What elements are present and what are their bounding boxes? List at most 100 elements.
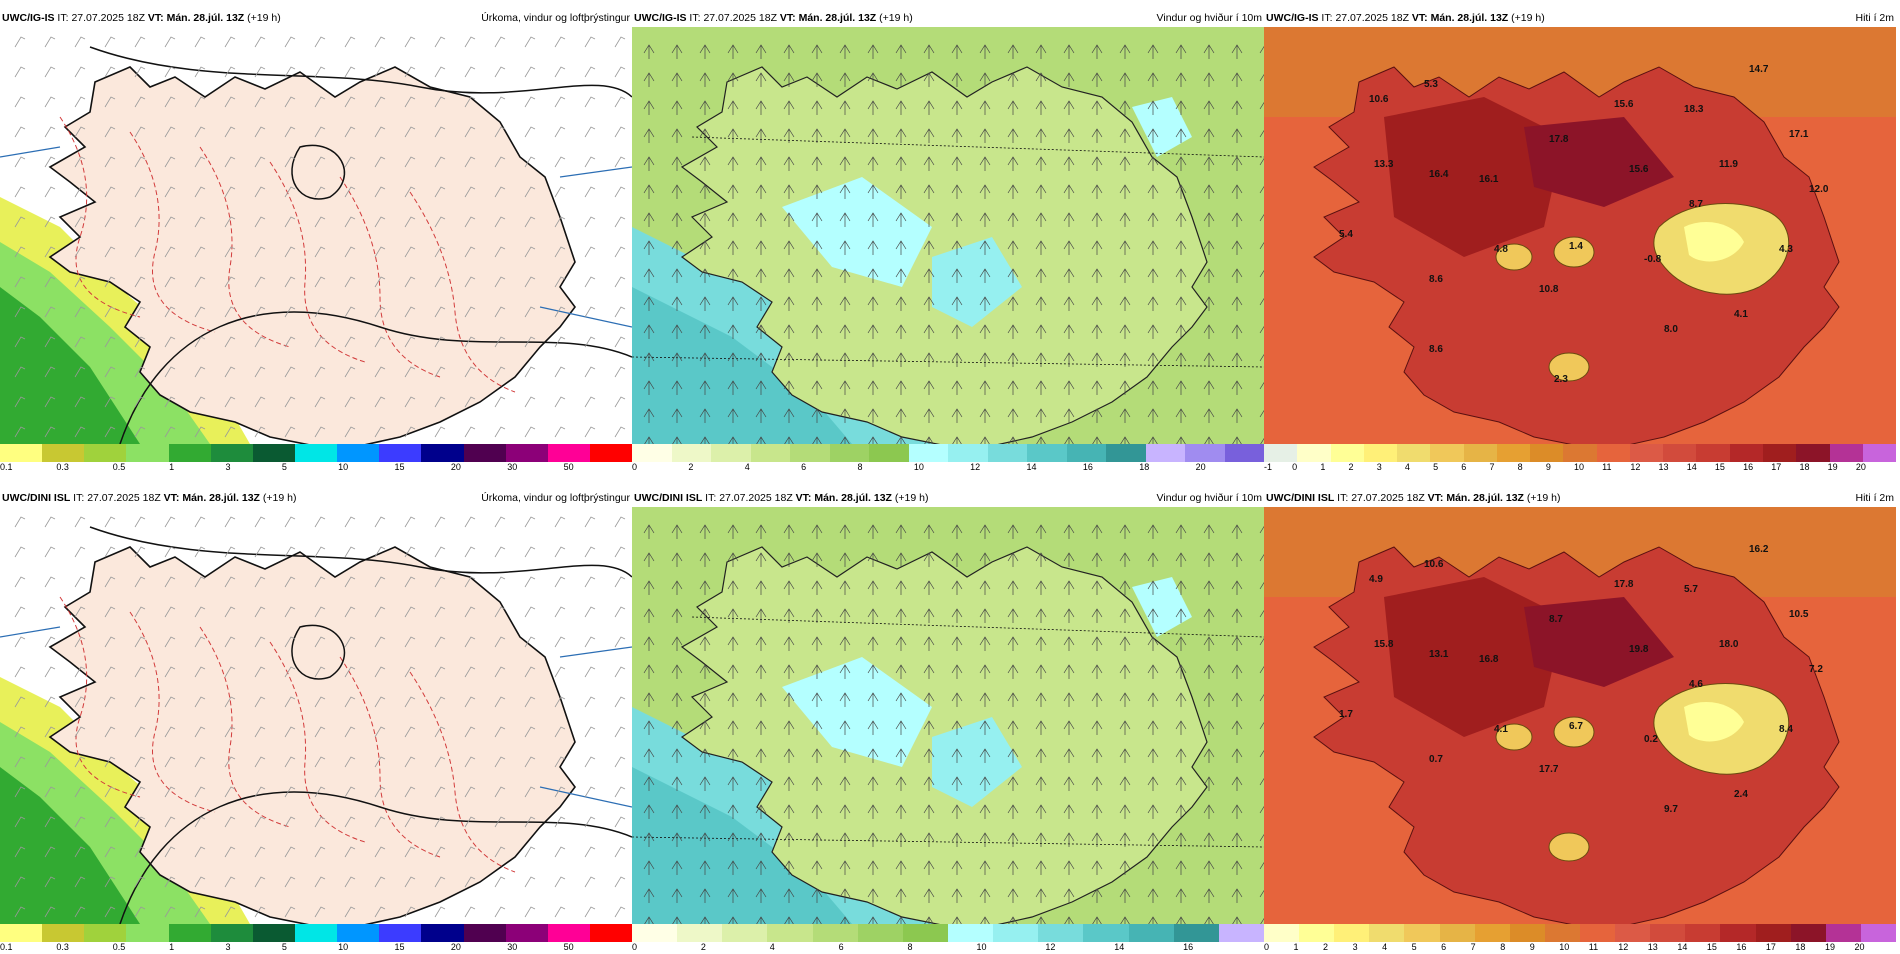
vt-label: VT:	[1411, 12, 1428, 24]
map-canvas: 10.65.313.316.4 16.117.815.6 18.314.715.6 1…	[1264, 27, 1896, 444]
wind-arrow	[1064, 436, 1074, 444]
wind-arrow	[839, 552, 851, 567]
wind-barb	[14, 576, 26, 588]
wind-barb	[494, 906, 506, 918]
wind-arrow	[840, 436, 850, 444]
wind-arrow	[1259, 889, 1264, 898]
wind-arrow	[727, 636, 739, 651]
wind-arrow	[699, 776, 711, 791]
wind-barb	[464, 276, 476, 288]
wind-arrow	[1232, 436, 1242, 444]
wind-arrow	[952, 916, 962, 924]
wind-barb	[134, 126, 146, 138]
wind-barb	[374, 516, 386, 528]
wind-arrow	[811, 720, 823, 735]
wind-arrow	[1203, 128, 1215, 143]
wind-arrow	[895, 296, 907, 311]
wind-barb	[74, 246, 86, 258]
wind-arrow	[671, 212, 683, 227]
wind-arrow	[699, 184, 711, 199]
temp-value-label: 17.8	[1549, 134, 1569, 145]
wind-barb	[464, 756, 476, 768]
wind-barb	[74, 336, 86, 348]
wind-barb	[434, 156, 446, 168]
wind-barb	[194, 786, 206, 798]
temp-value-label: 4.1	[1734, 309, 1748, 320]
wind-arrow	[923, 804, 935, 819]
map-wind	[632, 27, 1264, 444]
wind-barb	[464, 126, 476, 138]
wind-arrow	[1007, 184, 1019, 199]
wind-arrow	[727, 552, 739, 567]
wind-arrow	[923, 860, 935, 875]
wind-arrow	[1007, 664, 1019, 679]
vt-value: Mán. 28.júl. 13Z	[1430, 12, 1509, 24]
wind-arrow	[811, 324, 823, 339]
wind-barb	[524, 876, 536, 888]
wind-barb	[194, 276, 206, 288]
wind-barb	[374, 366, 386, 378]
wind-arrow	[979, 296, 991, 311]
wind-barb	[164, 576, 176, 588]
wind-barb	[254, 516, 266, 528]
isobar	[119, 791, 632, 924]
wind-barb	[14, 216, 26, 228]
wind-barb	[404, 66, 416, 78]
warm-core	[1524, 117, 1674, 207]
wind-barb	[164, 666, 176, 678]
wind-barb	[14, 876, 26, 888]
wind-barb	[44, 306, 56, 318]
wind-arrow	[1259, 101, 1264, 110]
wind-arrow	[1035, 636, 1047, 651]
wind-arrow	[1147, 156, 1159, 171]
wind-barb	[14, 276, 26, 288]
wind-arrow	[699, 804, 711, 819]
wind-barb	[284, 366, 296, 378]
wind-arrow	[1007, 776, 1019, 791]
wind-arrow	[1091, 184, 1103, 199]
wind-barb	[44, 846, 56, 858]
wind-barb	[224, 396, 236, 408]
colorbar-tick-label: 17	[1765, 942, 1776, 952]
wind-barb	[194, 426, 206, 438]
wind-arrow	[1063, 296, 1075, 311]
wind-arrow	[755, 212, 767, 227]
map-precip	[0, 507, 632, 924]
wind-arrow	[755, 184, 767, 199]
wind-gust-patch	[1132, 577, 1192, 637]
wind-arrow	[783, 72, 795, 87]
wind-arrow	[671, 804, 683, 819]
wind-barb	[284, 216, 296, 228]
wind-barb	[374, 426, 386, 438]
wind-arrow	[1175, 860, 1187, 875]
wind-barb	[434, 36, 446, 48]
wind-arrow	[811, 296, 823, 311]
wind-barb	[254, 846, 266, 858]
wind-barb	[314, 96, 326, 108]
wind-barb	[584, 306, 596, 318]
wind-barb	[524, 426, 536, 438]
wind-arrow	[1035, 720, 1047, 735]
wind-barb	[524, 576, 536, 588]
wind-arrow	[1147, 748, 1159, 763]
wind-arrow	[979, 212, 991, 227]
wind-arrow	[811, 352, 823, 367]
wind-arrow	[812, 916, 822, 924]
wind-arrow	[839, 524, 851, 539]
wind-barb	[134, 426, 146, 438]
wind-arrow	[811, 128, 823, 143]
wind-arrow	[951, 212, 963, 227]
wind-barb	[614, 66, 626, 78]
wind-barb	[134, 636, 146, 648]
wind-arrow	[923, 720, 935, 735]
colorbar-labels: 0 2 4 6 8 10 12 14 16 18 20	[632, 462, 1264, 474]
colorbar-swatch	[42, 924, 85, 942]
wind-arrow	[1092, 436, 1102, 444]
wind-barb	[194, 186, 206, 198]
wind-barb	[104, 156, 116, 168]
wind-barb	[374, 546, 386, 558]
wind-barb	[404, 576, 416, 588]
panel-ig-precip: UWC/IG-IS IT: 27.07.2025 18Z VT: Mán. 28…	[0, 10, 633, 472]
wind-arrow	[811, 608, 823, 623]
wind-arrow	[979, 608, 991, 623]
